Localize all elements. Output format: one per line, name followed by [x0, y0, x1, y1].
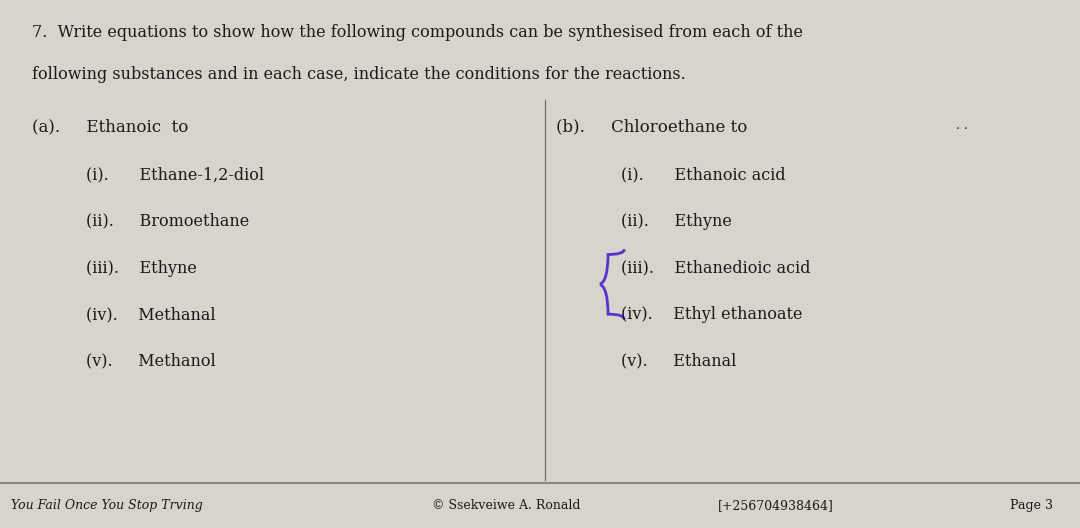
- Text: (iii).    Ethyne: (iii). Ethyne: [86, 260, 198, 277]
- Text: following substances and in each case, indicate the conditions for the reactions: following substances and in each case, i…: [32, 66, 686, 83]
- Text: (ii).     Bromoethane: (ii). Bromoethane: [86, 213, 249, 230]
- Text: (i).      Ethanoic acid: (i). Ethanoic acid: [621, 166, 785, 183]
- Text: . .: . .: [956, 119, 968, 132]
- Text: (v).     Methanol: (v). Methanol: [86, 353, 216, 370]
- Text: (iii).    Ethanedioic acid: (iii). Ethanedioic acid: [621, 260, 810, 277]
- Text: [+256704938464]: [+256704938464]: [718, 499, 834, 512]
- Text: (iv).    Ethyl ethanoate: (iv). Ethyl ethanoate: [621, 306, 802, 323]
- Text: (i).      Ethane-1,2-diol: (i). Ethane-1,2-diol: [86, 166, 265, 183]
- Text: (a).     Ethanoic  to: (a). Ethanoic to: [32, 119, 189, 136]
- Text: (v).     Ethanal: (v). Ethanal: [621, 353, 737, 370]
- Text: You Fail Once You Stop Trving: You Fail Once You Stop Trving: [11, 499, 203, 512]
- Text: © Ssekveiwe A. Ronald: © Ssekveiwe A. Ronald: [432, 499, 581, 512]
- Text: (iv).    Methanal: (iv). Methanal: [86, 306, 216, 323]
- Text: 7.  Write equations to show how the following compounds can be synthesised from : 7. Write equations to show how the follo…: [32, 24, 804, 41]
- Text: Page 3: Page 3: [1010, 499, 1053, 512]
- Text: (ii).     Ethyne: (ii). Ethyne: [621, 213, 732, 230]
- Text: (b).     Chloroethane to: (b). Chloroethane to: [556, 119, 747, 136]
